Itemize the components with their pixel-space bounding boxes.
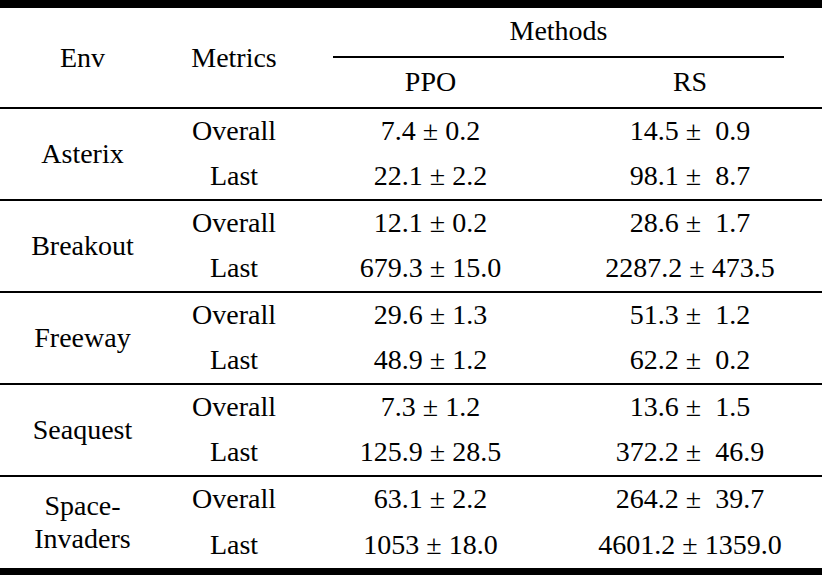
table-row: Asterix Overall 7.4 ± 0.2 14.5 ± 0.9 [0, 108, 822, 154]
env-group-seaquest: Seaquest Overall 7.3 ± 1.2 13.6 ± 1.5 La… [0, 384, 822, 476]
env-group-breakout: Breakout Overall 12.1 ± 0.2 28.6 ± 1.7 L… [0, 200, 822, 292]
env-cell: Breakout [0, 200, 165, 292]
rs-value: 51.3 ± 1.2 [558, 292, 822, 338]
rs-value: 14.5 ± 0.9 [558, 108, 822, 154]
rs-value: 98.1 ± 8.7 [558, 154, 822, 200]
ppo-value: 679.3 ± 15.0 [303, 246, 558, 292]
ppo-value: 7.4 ± 0.2 [303, 108, 558, 154]
metric-cell: Last [165, 430, 303, 476]
col-header-rs: RS [558, 58, 822, 108]
metric-cell: Overall [165, 108, 303, 154]
table-row: Freeway Overall 29.6 ± 1.3 51.3 ± 1.2 [0, 292, 822, 338]
ppo-value: 63.1 ± 2.2 [303, 476, 558, 522]
metric-cell: Last [165, 338, 303, 384]
metric-cell: Last [165, 154, 303, 200]
env-cell: Space- Invaders [0, 476, 165, 568]
ppo-value: 7.3 ± 1.2 [303, 384, 558, 430]
rs-value: 4601.2 ± 1359.0 [558, 522, 822, 568]
env-cell: Seaquest [0, 384, 165, 476]
env-cell: Freeway [0, 292, 165, 384]
rs-value: 13.6 ± 1.5 [558, 384, 822, 430]
metric-cell: Overall [165, 200, 303, 246]
metric-cell: Overall [165, 384, 303, 430]
ppo-value: 48.9 ± 1.2 [303, 338, 558, 384]
col-header-methods: Methods [333, 8, 784, 58]
table-row: Seaquest Overall 7.3 ± 1.2 13.6 ± 1.5 [0, 384, 822, 430]
table-row: Breakout Overall 12.1 ± 0.2 28.6 ± 1.7 [0, 200, 822, 246]
env-group-space-invaders: Space- Invaders Overall 63.1 ± 2.2 264.2… [0, 476, 822, 568]
env-group-freeway: Freeway Overall 29.6 ± 1.3 51.3 ± 1.2 La… [0, 292, 822, 384]
ppo-value: 29.6 ± 1.3 [303, 292, 558, 338]
col-header-metrics: Metrics [165, 8, 303, 108]
metric-cell: Overall [165, 292, 303, 338]
rs-value: 372.2 ± 46.9 [558, 430, 822, 476]
env-cell: Asterix [0, 108, 165, 200]
ppo-value: 12.1 ± 0.2 [303, 200, 558, 246]
metric-cell: Last [165, 522, 303, 568]
results-table: Env Metrics Methods PPO RS Asterix Overa… [0, 8, 822, 568]
metric-cell: Overall [165, 476, 303, 522]
table-header: Env Metrics Methods PPO RS [0, 8, 822, 108]
ppo-value: 125.9 ± 28.5 [303, 430, 558, 476]
col-header-env: Env [0, 8, 165, 108]
col-header-methods-group: Methods [303, 8, 822, 58]
col-header-ppo: PPO [303, 58, 558, 108]
results-table-frame: Env Metrics Methods PPO RS Asterix Overa… [0, 0, 822, 575]
ppo-value: 22.1 ± 2.2 [303, 154, 558, 200]
rs-value: 2287.2 ± 473.5 [558, 246, 822, 292]
rs-value: 264.2 ± 39.7 [558, 476, 822, 522]
table-row: Space- Invaders Overall 63.1 ± 2.2 264.2… [0, 476, 822, 522]
ppo-value: 1053 ± 18.0 [303, 522, 558, 568]
rs-value: 28.6 ± 1.7 [558, 200, 822, 246]
env-group-asterix: Asterix Overall 7.4 ± 0.2 14.5 ± 0.9 Las… [0, 108, 822, 200]
metric-cell: Last [165, 246, 303, 292]
rs-value: 62.2 ± 0.2 [558, 338, 822, 384]
